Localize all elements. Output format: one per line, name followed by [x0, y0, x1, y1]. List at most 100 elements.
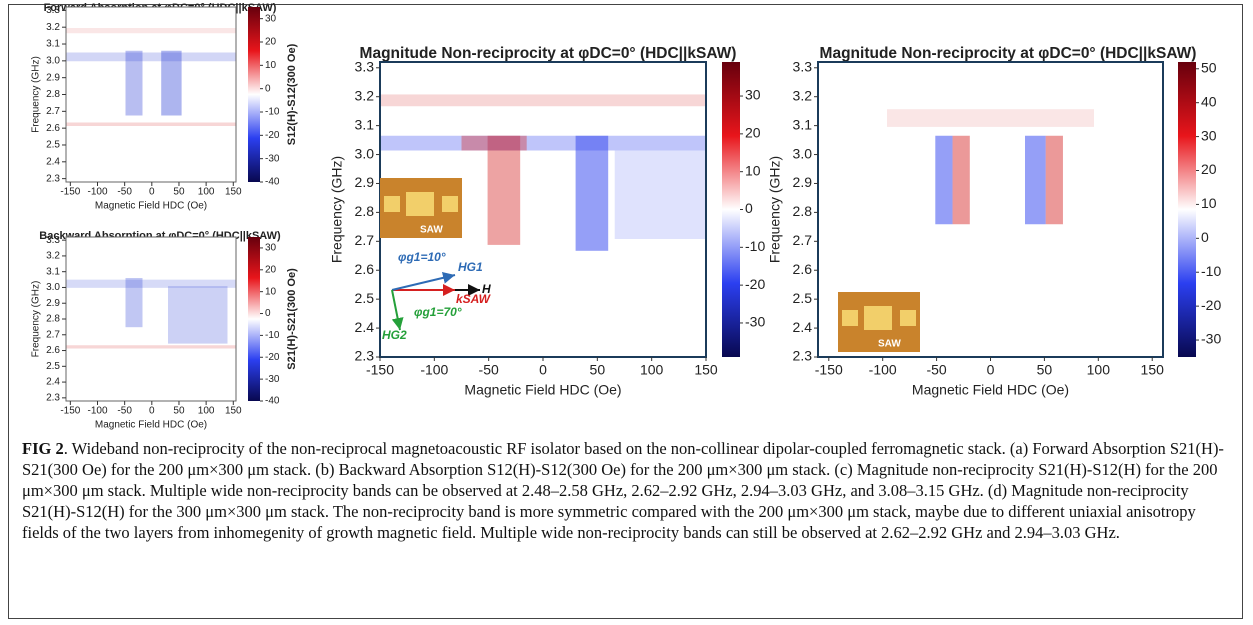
x-tick-label: -150 [815, 362, 843, 378]
caption-label: FIG 2 [22, 439, 64, 458]
colorbar-tick-label: 20 [265, 37, 277, 48]
heatmap-shading [887, 109, 1094, 127]
y-tick-label: 2.3 [355, 348, 375, 364]
colorbar-tick-label: -20 [745, 276, 765, 292]
y-tick-label: 3.1 [46, 39, 60, 50]
plot-area [66, 7, 236, 182]
annotation: φg1=70° [414, 305, 462, 319]
y-tick-label: 2.6 [793, 261, 813, 277]
device-pad [384, 196, 400, 212]
colorbar-tick-label: -30 [1201, 331, 1221, 347]
device-pad [900, 310, 916, 326]
colorbar-tick-label: -30 [265, 153, 280, 164]
colorbar-tick-label: -20 [265, 130, 280, 141]
colorbar-tick-label: 0 [745, 200, 753, 216]
colorbar-tick-label: 30 [745, 87, 761, 103]
heatmap-shading [935, 135, 953, 225]
device-pad [442, 196, 458, 212]
x-tick-label: -100 [420, 362, 448, 378]
y-tick-label: 2.3 [46, 392, 60, 403]
y-tick-label: 3.1 [46, 266, 60, 277]
annotation: kSAW [456, 292, 492, 306]
y-tick-label: 3.3 [793, 58, 813, 74]
x-tick-label: 0 [539, 362, 547, 378]
heatmap-shading [66, 279, 236, 288]
x-axis-label: Magnetic Field HDC (Oe) [95, 420, 207, 430]
x-tick-label: 150 [225, 406, 242, 417]
colorbar-tick-label: -10 [265, 330, 280, 341]
heatmap-shading [66, 345, 236, 349]
y-axis-label: Frequency (GHz) [767, 156, 783, 263]
y-tick-label: 2.3 [793, 348, 813, 364]
annotation: HG2 [382, 328, 407, 342]
colorbar-tick-label: -20 [265, 352, 280, 363]
x-tick-label: -50 [117, 187, 132, 198]
y-tick-label: 2.5 [793, 290, 813, 306]
x-tick-label: -100 [869, 362, 897, 378]
heatmap-shading [66, 122, 236, 126]
colorbar [248, 7, 260, 182]
y-tick-label: 2.8 [793, 203, 813, 219]
x-axis-label: Magnetic Field HDC (Oe) [95, 201, 207, 212]
figure-frame [8, 4, 1243, 619]
colorbar-tick-label: 20 [265, 264, 277, 275]
x-tick-label: 0 [149, 406, 155, 417]
caption-text: . Wideband non-reciprocity of the non-re… [22, 439, 1224, 542]
y-tick-label: 2.8 [46, 89, 60, 100]
colorbar-tick-label: 30 [1201, 127, 1217, 143]
device-logo: SAW [878, 339, 901, 350]
colorbar-tick-label: 50 [1201, 59, 1217, 75]
colorbar-tick-label: 20 [745, 125, 761, 141]
y-tick-label: 3.3 [355, 58, 375, 74]
y-tick-label: 3.3 [46, 5, 60, 16]
heatmap-shading [952, 135, 970, 225]
x-tick-label: 50 [1037, 362, 1053, 378]
y-tick-label: 3.0 [46, 55, 60, 66]
y-axis-label: Frequency (GHz) [31, 281, 42, 358]
y-tick-label: 2.9 [355, 174, 375, 190]
colorbar-tick-label: 20 [1201, 161, 1217, 177]
x-axis-label: Magnetic Field HDC (Oe) [912, 381, 1069, 397]
y-axis-label: Frequency (GHz) [329, 156, 345, 263]
x-tick-label: 150 [694, 362, 718, 378]
x-tick-label: 100 [640, 362, 664, 378]
y-tick-label: 3.0 [355, 145, 375, 161]
colorbar-tick-label: 10 [1201, 195, 1217, 211]
y-tick-label: 3.1 [793, 116, 813, 132]
x-tick-label: 50 [173, 406, 185, 417]
colorbar [248, 237, 260, 401]
x-tick-label: -100 [87, 187, 107, 198]
y-tick-label: 2.5 [46, 361, 60, 372]
x-tick-label: 150 [225, 187, 242, 198]
y-tick-label: 3.3 [46, 235, 60, 246]
y-tick-label: 2.6 [46, 123, 60, 134]
x-tick-label: 100 [198, 187, 215, 198]
y-tick-label: 2.6 [46, 345, 60, 356]
colorbar [1178, 62, 1196, 357]
heatmap-shading [380, 94, 706, 107]
heatmap-shading [125, 278, 143, 328]
y-tick-label: 2.6 [355, 261, 375, 277]
y-tick-label: 3.0 [793, 145, 813, 161]
y-tick-label: 2.8 [46, 314, 60, 325]
device-pad [842, 310, 858, 326]
x-tick-label: 150 [1141, 362, 1165, 378]
colorbar-tick-label: -30 [745, 314, 765, 330]
y-tick-label: 3.2 [355, 87, 375, 103]
y-tick-label: 2.3 [46, 173, 60, 184]
y-tick-label: 2.9 [793, 174, 813, 190]
x-tick-label: -50 [926, 362, 946, 378]
annotation: H [482, 282, 491, 296]
colorbar-tick-label: 0 [265, 308, 271, 319]
y-tick-label: 2.9 [46, 298, 60, 309]
plot-area [66, 237, 236, 401]
caption: FIG 2. Wideband non-reciprocity of the n… [22, 438, 1227, 543]
device-pad [864, 306, 892, 330]
arrow-hg2 [391, 289, 404, 331]
x-axis-label: Magnetic Field HDC (Oe) [464, 381, 621, 397]
y-tick-label: 3.2 [46, 22, 60, 33]
heatmap-shading [461, 135, 527, 151]
arrow-hg1 [391, 271, 456, 291]
y-tick-label: 2.5 [355, 290, 375, 306]
colorbar-label: S21(H)-S21(300 Oe) [286, 268, 298, 370]
